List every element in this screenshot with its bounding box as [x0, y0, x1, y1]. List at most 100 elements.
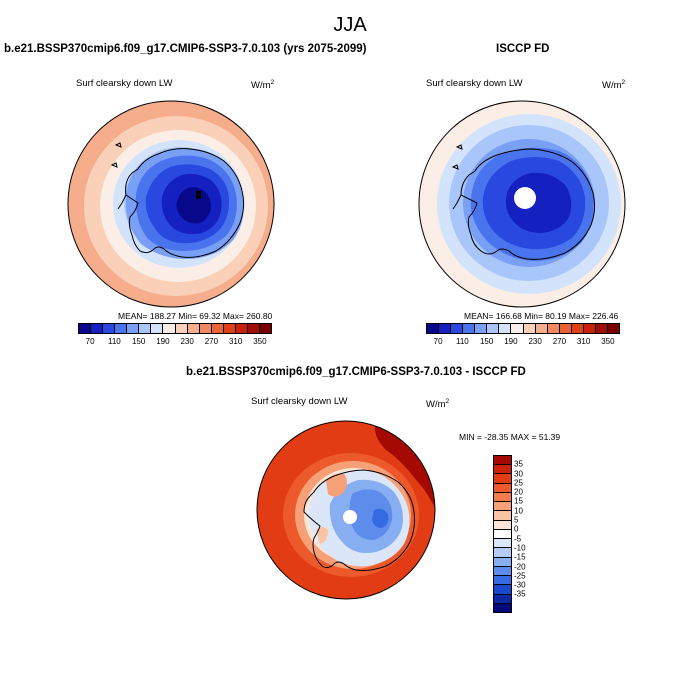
colorbar-tick-label: 310: [228, 337, 243, 346]
obs-stats: MEAN= 166.68 Min= 80.19 Max= 226.46: [464, 311, 619, 321]
obs-panel-title: ISCCP FD: [496, 43, 550, 55]
diff-units-label: W/m2: [426, 398, 450, 411]
colorbar-tick-label: 150: [479, 337, 494, 346]
colorbar-swatch: [175, 324, 188, 333]
season-title: JJA: [333, 14, 367, 36]
colorbar-swatch: [494, 585, 511, 595]
colorbar-swatch: [494, 465, 511, 475]
diff-variable-label: Surf clearsky down LW: [251, 396, 348, 407]
colorbar-tick-label: -15: [514, 552, 526, 562]
model-colorbar: [78, 323, 272, 334]
colorbar-swatch: [559, 324, 572, 333]
model-colorbar-ticks: 70 110 150 190 230 270 310 350: [78, 337, 272, 349]
colorbar-tick-label: 230: [528, 337, 542, 346]
colorbar-tick-label: -20: [514, 562, 526, 572]
colorbar-swatch: [547, 324, 560, 333]
colorbar-tick-label: 5: [514, 515, 519, 525]
colorbar-swatch: [187, 324, 200, 333]
colorbar-swatch: [463, 324, 476, 333]
colorbar-swatch: [199, 324, 212, 333]
model-variable-label: Surf clearsky down LW: [76, 78, 173, 89]
colorbar-tick-label: -30: [514, 580, 526, 590]
colorbar-swatch: [607, 324, 619, 333]
colorbar-tick-label: 0: [514, 524, 519, 534]
colorbar-tick-label: 350: [253, 337, 267, 346]
colorbar-swatch: [494, 557, 511, 567]
diff-colorbar: [493, 455, 512, 613]
model-stats: MEAN= 188.27 Min= 69.32 Max= 260.80: [118, 311, 273, 321]
colorbar-swatch: [523, 324, 536, 333]
colorbar-tick-label: 230: [180, 337, 194, 346]
colorbar-swatch: [211, 324, 224, 333]
colorbar-swatch: [494, 576, 511, 586]
model-units-label: W/m2: [251, 79, 275, 92]
colorbar-tick-label: 270: [204, 337, 219, 346]
colorbar-swatch: [494, 511, 511, 521]
colorbar-swatch: [475, 324, 488, 333]
colorbar-swatch: [223, 324, 236, 333]
colorbar-swatch: [427, 324, 440, 333]
colorbar-tick-label: 25: [514, 478, 523, 488]
colorbar-tick-label: 30: [514, 469, 523, 479]
colorbar-swatch: [494, 474, 511, 484]
model-panel-title: b.e21.BSSP370cmip6.f09_g17.CMIP6-SSP3-7.…: [4, 43, 367, 55]
colorbar-tick-label: 10: [514, 506, 523, 516]
colorbar-swatch: [535, 324, 548, 333]
colorbar-swatch: [451, 324, 464, 333]
colorbar-tick-label: 70: [433, 337, 443, 346]
obs-variable-label: Surf clearsky down LW: [426, 78, 523, 89]
colorbar-swatch: [439, 324, 452, 333]
colorbar-swatch: [487, 324, 500, 333]
colorbar-swatch: [494, 492, 511, 503]
colorbar-swatch: [494, 548, 511, 558]
colorbar-swatch: [494, 483, 511, 493]
obs-colorbar: [426, 323, 620, 334]
colorbar-tick-label: -25: [514, 571, 526, 581]
colorbar-swatch: [499, 324, 512, 333]
obs-map: [418, 100, 626, 308]
colorbar-swatch: [494, 529, 511, 540]
model-map: [67, 100, 275, 308]
colorbar-swatch: [127, 324, 140, 333]
obs-units-label: W/m2: [602, 79, 626, 92]
colorbar-swatch: [79, 324, 92, 333]
colorbar-tick-label: -10: [514, 543, 526, 553]
colorbar-tick-label: 310: [576, 337, 591, 346]
colorbar-tick-label: 15: [514, 496, 523, 506]
colorbar-tick-label: 35: [514, 459, 523, 469]
colorbar-tick-label: 350: [601, 337, 615, 346]
colorbar-swatch: [571, 324, 584, 333]
colorbar-swatch: [494, 566, 511, 577]
colorbar-swatch: [151, 324, 164, 333]
colorbar-swatch: [494, 520, 511, 530]
colorbar-swatch: [247, 324, 260, 333]
colorbar-swatch: [115, 324, 128, 333]
colorbar-swatch: [235, 324, 248, 333]
diff-stats: MIN = -28.35 MAX = 51.39: [459, 432, 561, 442]
obs-colorbar-ticks: 70 110 150 190 230 270 310 350: [426, 337, 620, 349]
diff-panel-title: b.e21.BSSP370cmip6.f09_g17.CMIP6-SSP3-7.…: [186, 366, 526, 378]
colorbar-tick-label: -35: [514, 589, 526, 599]
colorbar-swatch: [494, 502, 511, 512]
colorbar-tick-label: 270: [552, 337, 567, 346]
colorbar-swatch: [494, 603, 511, 612]
colorbar-tick-label: 110: [107, 337, 121, 346]
colorbar-swatch: [91, 324, 104, 333]
colorbar-swatch: [494, 594, 511, 604]
colorbar-tick-label: 110: [455, 337, 469, 346]
colorbar-swatch: [494, 539, 511, 549]
colorbar-swatch: [583, 324, 596, 333]
colorbar-swatch: [163, 324, 176, 333]
colorbar-swatch: [595, 324, 608, 333]
colorbar-swatch: [259, 324, 271, 333]
diff-map: [256, 420, 436, 600]
colorbar-tick-label: 190: [504, 337, 518, 346]
colorbar-tick-label: 190: [156, 337, 170, 346]
diff-colorbar-ticks: 35 30 25 20 15 10 5 0 -5 -10 -15 -20 -25 -30 -35: [514, 455, 544, 613]
colorbar-swatch: [494, 456, 511, 466]
colorbar-tick-label: 150: [131, 337, 146, 346]
colorbar-swatch: [103, 324, 116, 333]
colorbar-swatch: [511, 324, 524, 333]
colorbar-tick-label: -5: [514, 534, 522, 544]
colorbar-tick-label: 20: [514, 487, 523, 497]
